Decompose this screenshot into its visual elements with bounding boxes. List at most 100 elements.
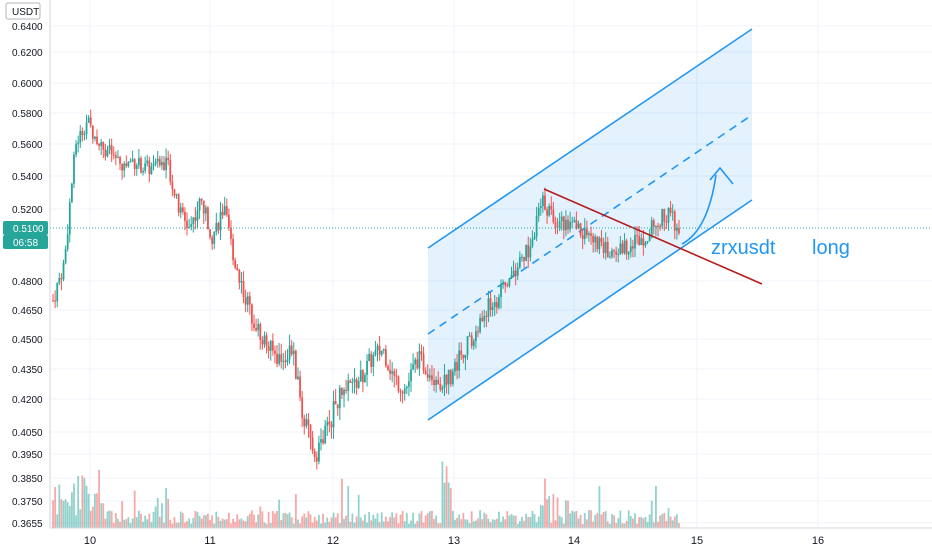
volume-bar [481,519,484,528]
volume-bar [663,512,666,528]
candle-body [449,369,452,385]
candle-body [527,245,530,258]
candle-body [282,360,285,362]
volume-bar [650,500,653,528]
candle-body [204,207,207,214]
time-tick-label: 11 [204,535,215,547]
candle-body [188,227,191,229]
candle-body [211,237,214,244]
volume-bar [602,511,605,528]
volume-bar [529,517,532,528]
candle-body [598,237,601,250]
volume-bar [560,517,563,528]
volume-bar [483,512,486,528]
price-tick-label: 0.6400 [12,22,43,33]
volume-bar [135,517,138,528]
candle-body [508,278,511,286]
volume-bar [255,522,257,528]
candle-body [493,301,496,307]
candle-body [445,374,448,385]
volume-bar [506,511,509,528]
volume-bar [611,514,613,528]
candle-body [161,162,163,166]
candle-body [248,296,251,305]
candle-body [483,315,486,322]
volume-bar [161,503,163,528]
candle-body [531,239,534,247]
candle-body [215,223,218,233]
candle-body [357,381,360,388]
candle-body [533,236,536,240]
candle-body [225,206,228,215]
volume-bar [292,523,295,528]
candle-body [242,281,245,298]
candle-body [246,296,249,305]
candle-body [567,219,569,230]
volume-bar [512,515,515,528]
volume-bar [424,515,427,528]
volume-bar [454,519,456,528]
volume-bar [336,513,339,528]
candle-body [382,349,385,351]
candle-body [167,157,170,161]
volume-bar [274,513,276,528]
volume-bar [678,523,680,528]
candle-body [554,222,557,227]
candlesticks [52,109,680,470]
volume-bar [150,522,153,528]
candle-body [217,223,220,231]
candle-body [322,439,324,444]
volume-bar [75,515,77,528]
candle-body [518,257,521,268]
candle-body [606,241,609,258]
candle-body [311,437,314,452]
candle-body [77,142,80,145]
volume-bar [196,511,199,528]
volume-bar [121,501,124,528]
candle-body [535,216,538,237]
volume-bar [355,516,358,528]
currency-label-box[interactable] [5,2,41,20]
candle-body [583,228,586,239]
candle-body [276,353,278,364]
price-tick-label: 0.3950 [12,450,43,461]
volume-bar [554,520,557,528]
volume-bar [102,503,105,528]
volume-bar [617,518,620,528]
volume-bar [533,514,536,528]
candle-body [640,238,643,245]
volume-bar [550,522,553,528]
candle-body [353,379,356,383]
candle-body [629,246,632,253]
candle-body [60,278,63,280]
candle-body [590,233,592,236]
candle-body [318,442,320,462]
projection-arrow-head [709,166,734,185]
volume-bar [54,486,57,528]
candle-body [516,267,519,276]
volume-bar [516,523,519,528]
candle-body [263,335,266,345]
candle-body [537,208,540,217]
candle-body [64,249,67,263]
volume-bar [629,516,632,528]
candle-body [678,227,680,234]
volume-bar [163,522,165,528]
volume-bar [240,518,243,528]
price-tick-label: 0.4800 [12,277,43,288]
candle-body [347,380,350,391]
candle-body [56,283,59,302]
volume-bar [675,514,678,528]
candle-body [334,401,337,405]
candle-body [370,353,373,367]
volume-bar [422,522,425,528]
candle-body [330,424,333,428]
candle-body [585,228,588,236]
candle-body [100,142,103,146]
volume-bar [539,504,542,528]
volume-bar [123,519,126,528]
volume-bar [52,500,54,528]
volume-bar [431,510,433,528]
volume-bar [621,523,624,528]
volume-bar [70,492,73,528]
